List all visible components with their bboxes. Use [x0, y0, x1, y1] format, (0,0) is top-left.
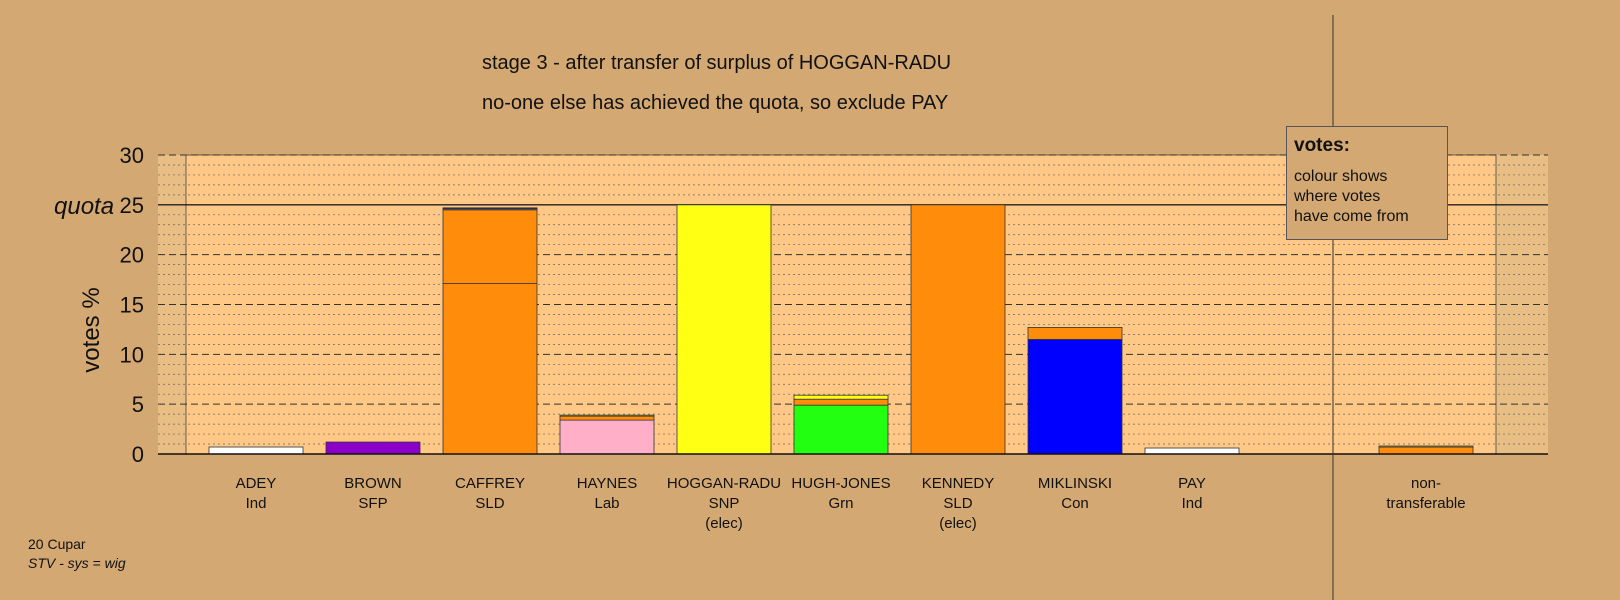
chart-subtitle: no-one else has achieved the quota, so e…	[482, 92, 949, 114]
candidate-label: PAY Ind	[1132, 474, 1252, 514]
candidate-name: CAFFREY	[454, 475, 525, 492]
candidate-label: HAYNES Lab	[547, 474, 667, 514]
bar-segment	[208, 446, 304, 455]
candidate-status: (elec)	[705, 515, 743, 532]
y-tick-label: 25	[120, 193, 144, 218]
bar-segment	[1378, 446, 1474, 455]
bar-segment	[325, 441, 421, 455]
bar-segment	[793, 404, 889, 455]
bars	[208, 204, 1474, 455]
grid-lines	[158, 154, 1548, 445]
y-tick-label: 5	[132, 392, 144, 417]
candidate-label: HUGH-JONES Grn	[781, 474, 901, 514]
legend-line: have come from	[1294, 208, 1409, 225]
candidate-party: SLD	[943, 495, 973, 512]
nontransferable-label: non- transferable	[1366, 474, 1486, 514]
candidate-name: MIKLINSKI	[1037, 475, 1113, 492]
candidate-name: HAYNES	[576, 475, 638, 492]
candidate-label: KENNEDY SLD (elec)	[898, 474, 1018, 534]
y-tick-label: 20	[120, 243, 144, 268]
bar-segment	[676, 204, 772, 455]
candidate-name: KENNEDY	[921, 475, 995, 492]
axes	[158, 15, 1548, 600]
candidate-label: HOGGAN-RADU SNP (elec)	[664, 474, 784, 534]
candidate-name: HUGH-JONES	[791, 475, 891, 492]
quota-label: quota	[54, 193, 115, 220]
legend-box: votes: colour shows where votes have com…	[1286, 126, 1448, 240]
y-tick-labels: 0 5 10 15 20 25 30	[120, 143, 144, 467]
candidate-party: Ind	[1181, 495, 1203, 512]
candidate-party: Lab	[594, 495, 620, 512]
bar-segment	[442, 207, 538, 210]
nontransferable-label-line: non-	[1410, 475, 1442, 492]
candidate-party: SNP	[708, 495, 740, 512]
bar-segment	[1027, 338, 1123, 455]
footer-constituency: 20 Cupar	[28, 536, 86, 552]
bar-segment	[559, 415, 655, 421]
candidate-party: Con	[1061, 495, 1089, 512]
y-axis-label: votes %	[78, 287, 105, 373]
bar-segment	[793, 398, 889, 406]
y-tick-label: 10	[120, 342, 144, 367]
legend-line: colour shows	[1294, 168, 1388, 185]
chart-title: stage 3 - after transfer of surplus of H…	[482, 52, 952, 74]
bar-segment	[442, 209, 538, 284]
nontransferable-label-line: transferable	[1386, 495, 1466, 512]
bar-segment	[1027, 327, 1123, 340]
bar-segment	[1378, 445, 1474, 448]
candidate-label: CAFFREY SLD	[430, 474, 550, 514]
candidate-party: Grn	[828, 495, 854, 512]
legend-title: votes:	[1294, 135, 1350, 156]
candidate-label: BROWN SFP	[313, 474, 433, 514]
y-tick-label: 0	[132, 442, 144, 467]
candidate-party: SFP	[358, 495, 388, 512]
candidate-name: BROWN	[344, 475, 402, 492]
y-tick-label: 15	[120, 293, 144, 318]
candidate-name: HOGGAN-RADU	[666, 475, 782, 492]
bar-segment	[1144, 447, 1240, 455]
candidate-label: MIKLINSKI Con	[1015, 474, 1135, 514]
candidate-name: PAY	[1178, 475, 1206, 492]
candidate-party: Ind	[245, 495, 267, 512]
candidate-party: SLD	[475, 495, 505, 512]
bar-segment	[442, 283, 538, 455]
candidate-status: (elec)	[939, 515, 977, 532]
candidate-name: ADEY	[235, 475, 277, 492]
bar-segment	[559, 414, 655, 417]
bar-segment	[559, 419, 655, 455]
legend-line: where votes	[1294, 188, 1381, 205]
candidate-label: ADEY Ind	[196, 474, 316, 514]
y-tick-label: 30	[120, 143, 144, 168]
footer-system: STV - sys = wig	[28, 555, 126, 571]
bar-segment	[910, 204, 1006, 455]
bar-segment	[793, 394, 889, 400]
